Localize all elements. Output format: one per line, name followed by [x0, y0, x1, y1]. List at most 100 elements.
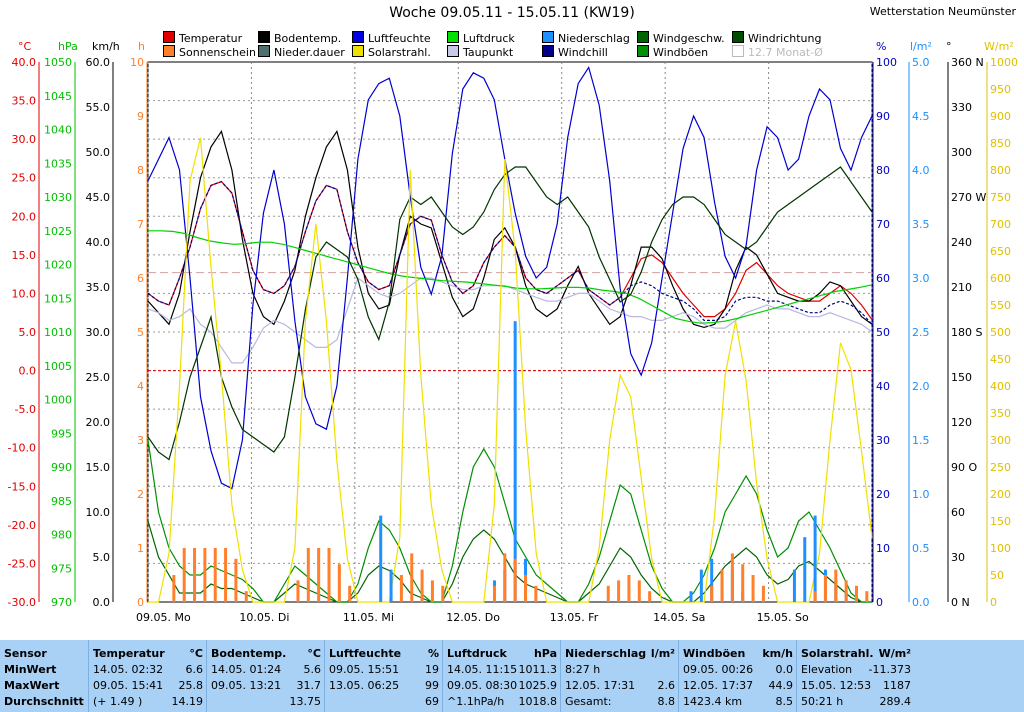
stats-cell-value: 8.5	[775, 695, 794, 708]
stats-cell: 14.05. 02:32 6.6	[93, 662, 203, 678]
stats-cell: ^1.1hPa/h 1018.8	[447, 694, 557, 710]
legend-item[interactable]: Nieder.dauer	[258, 45, 345, 59]
axis-tick-pressure: 975	[51, 562, 72, 575]
axis-tick-solar: 200	[990, 488, 1011, 501]
axis-tick-humidity: 30	[876, 434, 890, 447]
axis-tick-pressure: 970	[51, 596, 72, 609]
axis-tick-direction: 90 O	[951, 461, 977, 474]
legend-item[interactable]: Niederschlag	[542, 31, 630, 45]
axis-tick-wind: 10.0	[86, 506, 111, 519]
legend-label: Taupunkt	[463, 46, 514, 59]
axis-tick-solar: 50	[990, 569, 1004, 582]
axis-tick-wind: 55.0	[86, 101, 111, 114]
stats-cell-value: 5.6	[303, 663, 322, 676]
legend-item[interactable]: Solarstrahl.	[352, 45, 431, 59]
stats-cell: Niederschlag l/m²	[565, 646, 675, 662]
legend-swatch	[447, 31, 459, 43]
legend-label: Temperatur	[179, 32, 243, 45]
bar-sonnenschein	[244, 591, 248, 602]
stats-cell: 09.05. 13:21 31.7	[211, 678, 321, 694]
axis-tick-temp: 0.0	[19, 365, 37, 378]
stats-cell: 12.05. 17:37 44.9	[683, 678, 793, 694]
legend-item[interactable]: Sonnenschein	[163, 45, 256, 59]
axis-tick-direction: 210	[951, 281, 972, 294]
bar-sonnenschein	[813, 591, 817, 602]
axis-tick-pressure: 1025	[44, 225, 72, 238]
bar-niederschlag	[379, 515, 383, 602]
axis-tick-pressure: 1045	[44, 90, 72, 103]
legend-item[interactable]: Temperatur	[163, 31, 242, 45]
legend-item[interactable]: 12.7 Monat-Ø	[732, 45, 823, 59]
axis-tick-wind: 40.0	[86, 236, 111, 249]
axis-unit-wind: km/h	[92, 40, 120, 53]
axis-tick-humidity: 0	[876, 596, 883, 609]
axis-tick-humidity: 90	[876, 110, 890, 123]
stats-cell-value: hPa	[533, 647, 557, 660]
stats-cell: 14.05. 11:15 1011.3	[447, 662, 557, 678]
legend-item[interactable]: Windböen	[637, 45, 708, 59]
legend-item[interactable]: Taupunkt	[447, 45, 513, 59]
legend-item[interactable]: Luftdruck	[447, 31, 515, 45]
axis-tick-pressure: 1035	[44, 157, 72, 170]
stats-cell-label: Luftfeuchte	[329, 647, 402, 660]
bar-niederschlag	[689, 591, 693, 602]
axis-tick-solar: 100	[990, 542, 1011, 555]
stats-cell-value: 1011.3	[518, 663, 558, 676]
stats-cell-label: Luftdruck	[447, 647, 507, 660]
stats-cell-value: 13.75	[289, 695, 322, 708]
bar-sonnenschein	[224, 548, 228, 602]
axis-tick-direction: 60	[951, 506, 965, 519]
bar-sonnenschein	[203, 548, 207, 602]
legend-item[interactable]: Luftfeuchte	[352, 31, 431, 45]
legend-item[interactable]: Windgeschw.	[637, 31, 725, 45]
axis-tick-sun: 9	[137, 110, 144, 123]
stats-cell-label: 13.05. 06:25	[329, 679, 400, 692]
axis-tick-direction: 180 S	[951, 326, 982, 339]
legend-label: Solarstrahl.	[368, 46, 431, 59]
axis-unit-solar: W/m²	[984, 40, 1014, 53]
bar-sonnenschein	[865, 591, 869, 602]
axis-unit-pressure: hPa	[58, 40, 78, 53]
stats-cell-value: l/m²	[650, 647, 675, 660]
stats-cell-value: 6.6	[185, 663, 204, 676]
stats-cell-label: 14.05. 11:15	[447, 663, 518, 676]
stats-cell-value: 1018.8	[518, 695, 558, 708]
stats-cell-value: -11.373	[868, 663, 911, 676]
stats-cell-value: 1187	[883, 679, 911, 692]
stats-cell-value: 99	[425, 679, 439, 692]
legend-swatch	[163, 45, 175, 57]
legend-swatch	[637, 45, 649, 57]
bar-sonnenschein	[172, 575, 176, 602]
axis-tick-direction: 300	[951, 146, 972, 159]
axis-tick-temp: -20.0	[8, 519, 36, 532]
axis-tick-pressure: 1010	[44, 326, 72, 339]
axis-tick-sun: 0	[137, 596, 144, 609]
axis-tick-pressure: 1000	[44, 394, 72, 407]
axis-tick-rain: 1.0	[912, 488, 930, 501]
legend-item[interactable]: Windrichtung	[732, 31, 821, 45]
bar-niederschlag	[699, 569, 703, 602]
axis-tick-solar: 500	[990, 326, 1011, 339]
x-tick-label: 10.05. Di	[239, 611, 289, 624]
stats-cell-label: 50:21 h	[801, 695, 844, 708]
axis-tick-pressure: 985	[51, 495, 72, 508]
legend-item[interactable]: Bodentemp.	[258, 31, 341, 45]
axis-tick-pressure: 990	[51, 461, 72, 474]
bar-sonnenschein	[193, 548, 197, 602]
axis-tick-solar: 800	[990, 164, 1011, 177]
stats-cell-label: 14.05. 02:32	[93, 663, 164, 676]
axis-tick-solar: 850	[990, 137, 1011, 150]
stats-cell-value: °C	[307, 647, 321, 660]
legend-label: Windrichtung	[748, 32, 822, 45]
axis-tick-humidity: 60	[876, 272, 890, 285]
legend-item[interactable]: Windchill	[542, 45, 608, 59]
stats-cell-label: Niederschlag	[565, 647, 647, 660]
axis-tick-sun: 3	[137, 434, 144, 447]
bar-niederschlag	[792, 569, 796, 602]
stats-column: Temperatur °C 14.05. 02:32 6.6 09.05. 15:41 2…	[88, 640, 207, 712]
axis-tick-sun: 4	[137, 380, 144, 393]
axis-tick-sun: 1	[137, 542, 144, 555]
axis-unit-humidity: %	[876, 40, 886, 53]
stats-cell-value: 1025.9	[518, 679, 558, 692]
stats-cell-value: 14.19	[171, 695, 204, 708]
